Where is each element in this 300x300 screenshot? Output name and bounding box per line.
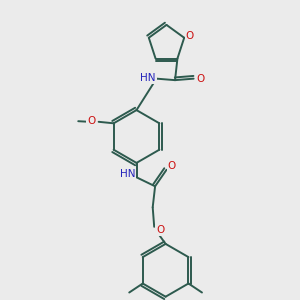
Text: O: O	[168, 161, 176, 171]
Text: O: O	[87, 116, 95, 126]
Text: HN: HN	[120, 169, 135, 179]
Text: HN: HN	[140, 73, 156, 83]
Text: O: O	[156, 225, 164, 236]
Text: O: O	[185, 31, 194, 41]
Text: O: O	[196, 74, 204, 84]
